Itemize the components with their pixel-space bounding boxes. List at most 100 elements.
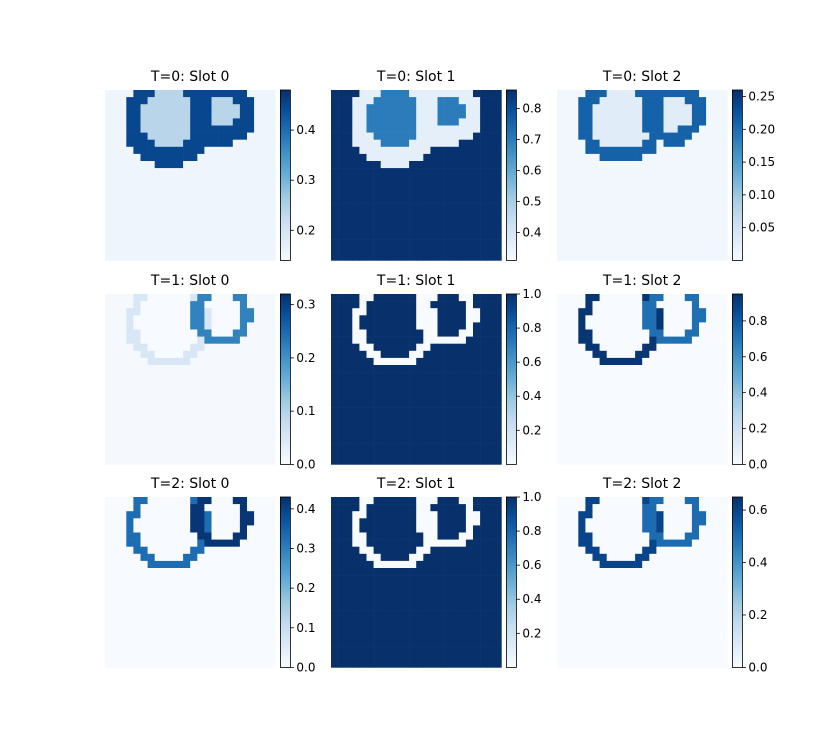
heatmap-cell bbox=[473, 329, 481, 337]
heatmap-cell bbox=[494, 224, 502, 233]
heatmap-cell bbox=[564, 511, 572, 519]
heatmap-cell bbox=[720, 357, 728, 366]
heatmap-cell bbox=[268, 90, 276, 98]
heatmap-cell bbox=[691, 210, 700, 219]
heatmap-cell bbox=[720, 400, 728, 408]
heatmap-cell bbox=[211, 421, 219, 430]
heatmap-cell bbox=[720, 232, 728, 240]
heatmap-cell bbox=[338, 646, 346, 654]
heatmap-cell bbox=[268, 111, 276, 119]
heatmap-cells bbox=[105, 90, 276, 261]
heatmap-cell bbox=[232, 400, 241, 408]
heatmap-cell bbox=[232, 203, 241, 211]
heatmap-cell bbox=[564, 379, 572, 387]
heatmap-cell bbox=[232, 253, 241, 261]
heatmap-cell bbox=[261, 189, 269, 197]
heatmap-cell bbox=[430, 450, 438, 458]
heatmap-cell bbox=[402, 546, 410, 555]
heatmap-cell bbox=[656, 400, 664, 408]
heatmap-cell bbox=[599, 428, 607, 437]
heatmap-cell bbox=[331, 336, 339, 344]
heatmap-cell bbox=[451, 504, 460, 512]
heatmap-cell bbox=[635, 518, 643, 526]
heatmap-cell bbox=[105, 610, 113, 618]
heatmap-cell bbox=[133, 196, 141, 204]
panel-title: T=2: Slot 2 bbox=[602, 476, 682, 492]
heatmap-cell bbox=[691, 322, 700, 330]
heatmap-cell bbox=[345, 232, 353, 240]
heatmap-cell bbox=[154, 596, 163, 604]
heatmap-cell bbox=[112, 450, 120, 458]
heatmap-cell bbox=[168, 294, 177, 302]
heatmap-cell bbox=[154, 196, 163, 204]
heatmap-cell bbox=[168, 639, 177, 647]
heatmap-cell bbox=[585, 497, 593, 505]
heatmap-cell bbox=[380, 343, 389, 352]
heatmap-cell bbox=[331, 239, 339, 247]
heatmap-cell bbox=[225, 111, 234, 119]
heatmap-cell bbox=[126, 511, 134, 519]
heatmap-cell bbox=[606, 560, 615, 569]
heatmap-cell bbox=[564, 97, 572, 105]
heatmap-cell bbox=[232, 372, 241, 380]
heatmap-cell bbox=[176, 504, 184, 512]
heatmap-cell bbox=[218, 539, 226, 547]
heatmap-cell bbox=[684, 400, 693, 408]
heatmap-cell bbox=[345, 497, 353, 505]
heatmap-cell bbox=[387, 421, 396, 430]
heatmap-cell bbox=[331, 539, 339, 547]
heatmap-cell bbox=[147, 610, 155, 618]
heatmap-cell bbox=[373, 357, 381, 366]
heatmap-cell bbox=[183, 511, 191, 519]
heatmap-cell bbox=[684, 329, 693, 337]
heatmap-cell bbox=[211, 189, 219, 197]
heatmap-cell bbox=[197, 336, 205, 344]
heatmap-cell bbox=[451, 97, 460, 105]
heatmap-cell bbox=[126, 660, 134, 668]
heatmap-cell bbox=[119, 232, 127, 240]
heatmap-cell bbox=[571, 365, 579, 373]
heatmap-cell bbox=[387, 239, 396, 247]
colorbar-tick-label: 0.3 bbox=[296, 173, 315, 187]
heatmap-cell bbox=[409, 111, 417, 119]
heatmap-cell bbox=[147, 239, 155, 247]
heatmap-cell bbox=[190, 407, 198, 415]
heatmap-cell bbox=[585, 504, 593, 512]
heatmap-cell bbox=[635, 357, 643, 366]
heatmap-cell bbox=[218, 315, 226, 323]
heatmap-cell bbox=[218, 400, 226, 408]
heatmap-cell bbox=[699, 450, 707, 458]
heatmap-cell bbox=[458, 407, 467, 415]
heatmap-cell bbox=[599, 350, 607, 359]
heatmap-cell bbox=[557, 511, 565, 519]
heatmap-cell bbox=[176, 301, 184, 309]
heatmap-cell bbox=[635, 217, 643, 226]
heatmap-cell bbox=[571, 436, 579, 444]
heatmap-cell bbox=[112, 90, 120, 98]
heatmap-cell bbox=[112, 161, 120, 169]
heatmap-cell bbox=[254, 518, 262, 526]
heatmap-cell bbox=[247, 146, 255, 155]
heatmap-cell bbox=[161, 175, 170, 183]
heatmap-cell bbox=[331, 168, 339, 176]
heatmap-cell bbox=[628, 336, 636, 344]
heatmap-cell bbox=[204, 497, 212, 505]
heatmap-cell bbox=[720, 443, 728, 451]
heatmap-cell bbox=[359, 308, 367, 316]
heatmap-cell bbox=[154, 589, 163, 597]
heatmap-cell bbox=[423, 294, 431, 302]
heatmap-cell bbox=[133, 553, 141, 562]
heatmap-cells bbox=[557, 90, 728, 261]
heatmap-cell bbox=[268, 203, 276, 211]
colorbar-tick-label: 0.0 bbox=[296, 660, 315, 674]
heatmap-cell bbox=[359, 196, 367, 204]
heatmap-cell bbox=[599, 539, 607, 547]
heatmap-cell bbox=[211, 393, 219, 401]
heatmap-cell bbox=[119, 596, 127, 604]
heatmap-cell bbox=[494, 504, 502, 512]
heatmap-cell bbox=[599, 322, 607, 330]
heatmap-cell bbox=[423, 336, 431, 344]
heatmap-cell bbox=[218, 365, 226, 373]
heatmap-cell bbox=[628, 146, 636, 155]
heatmap-cell bbox=[345, 329, 353, 337]
